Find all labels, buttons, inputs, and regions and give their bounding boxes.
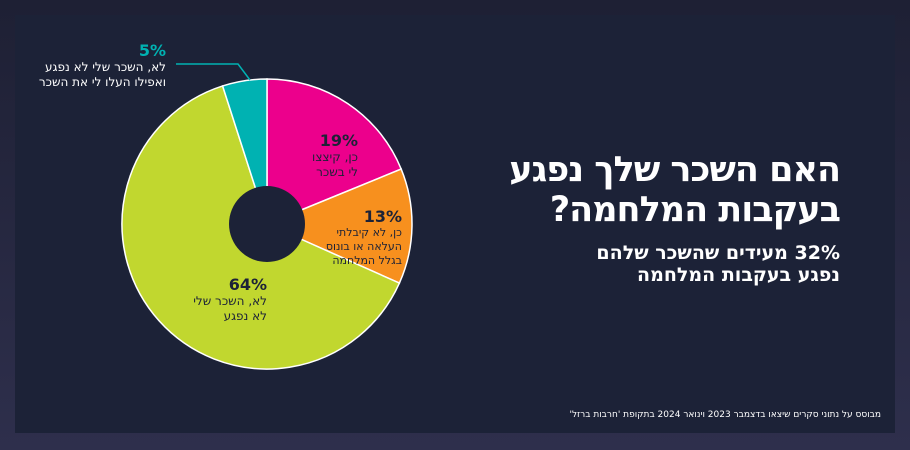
label-line: בגלל המלחמה (332, 254, 402, 267)
chart-subtitle: 32% מעידים שהשכר שלהם נפגע בעקבות המלחמה (596, 242, 840, 286)
label-line: ואפילו העלו לי את השכר (38, 75, 166, 89)
callout-line (176, 63, 251, 81)
chart-title: האם השכר שלך נפגע בעקבות המלחמה? (509, 150, 841, 230)
pie-slice-0 (266, 78, 403, 226)
slice-label-0: 19% כן, קיצצו לי בשכר (312, 132, 358, 180)
label-line: לא, השכר שלי (193, 294, 267, 308)
pct-label: 5% (138, 41, 166, 60)
label-line: לא נפגע (223, 309, 267, 323)
pct-label: 13% (363, 207, 402, 226)
label-line: לי בשכר (316, 165, 358, 179)
pie-slice-1 (265, 168, 413, 285)
pct-label: 19% (319, 131, 358, 150)
label-line: לא, השכר שלי לא נפגע (45, 60, 166, 74)
label-line: כן, לא קיבלתי (336, 226, 402, 239)
title-line: בעקבות המלחמה? (549, 190, 841, 230)
donut-hole (229, 186, 305, 262)
label-line: העלאה או בונוס (325, 240, 402, 253)
source-note: מבוסס על נתוני סקרים שיצאו בדצמבר 2023 ו… (569, 410, 881, 420)
subtitle-line: נפגע בעקבות המלחמה (637, 264, 840, 286)
slice-label-2: 64% לא, השכר שלי לא נפגע (193, 276, 267, 324)
title-line: האם השכר שלך נפגע (509, 150, 841, 190)
slice-label-3: 5% לא, השכר שלי לא נפגע ואפילו העלו לי א… (39, 42, 166, 90)
subtitle-line: 32% מעידים שהשכר שלהם (596, 242, 840, 264)
pct-label: 64% (228, 275, 267, 294)
label-line: כן, קיצצו (312, 150, 358, 164)
slice-label-1: 13% כן, לא קיבלתי העלאה או בונוס בגלל המ… (326, 208, 402, 268)
